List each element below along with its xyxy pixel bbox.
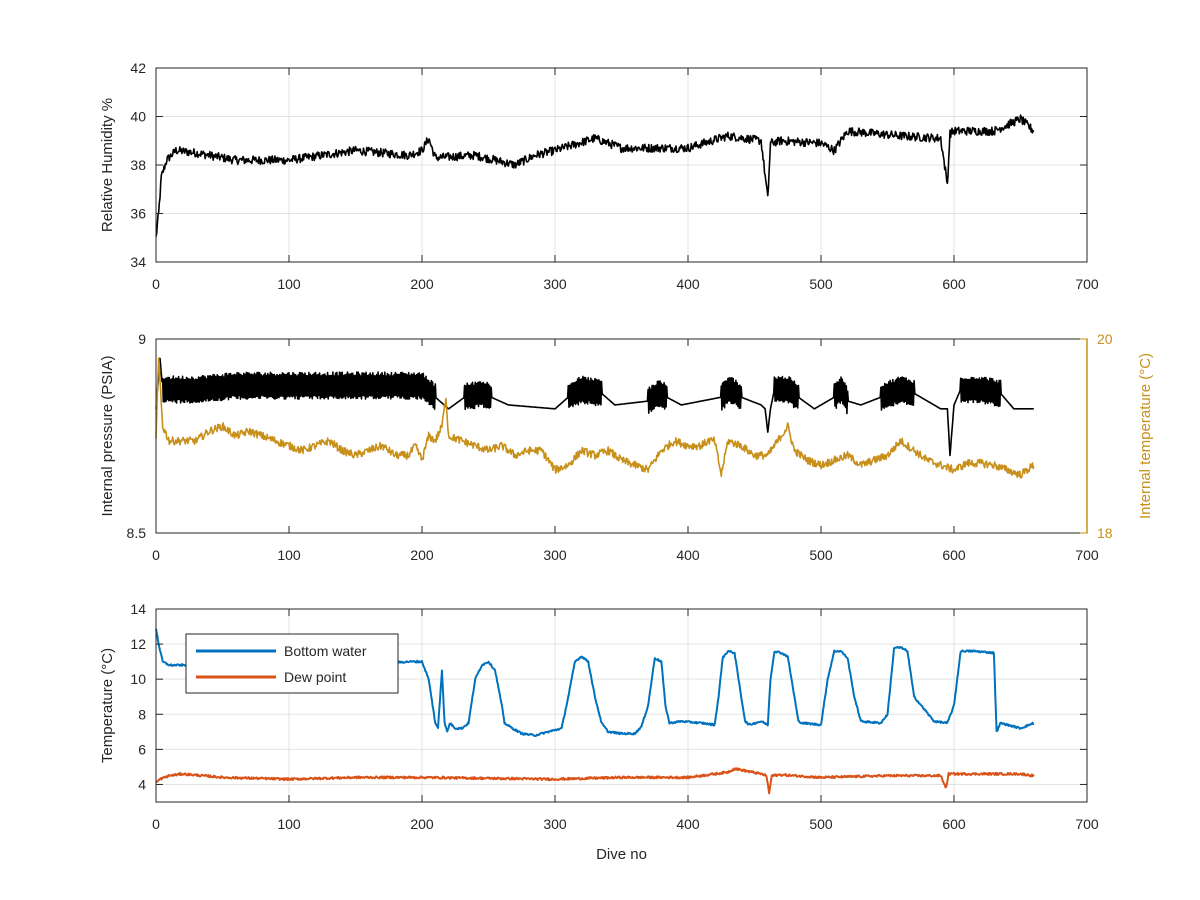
y-tick-label: 12 [130,636,146,652]
y-tick-label: 6 [138,741,146,757]
x-tick-label: 500 [809,816,833,832]
temperature-y-ticks: 4 6 8 10 12 14 [130,601,1087,792]
humidity-y-ticks: 34 36 38 40 42 [130,60,1087,270]
y-tick-label: 40 [130,109,146,125]
humidity-panel: 0 100 200 300 400 500 600 700 34 36 38 40 42 Relati… [99,60,1099,292]
series-1-0-line [155,357,1034,457]
temperature-axes-frame [155,608,1088,803]
x-tick-label: 500 [809,276,833,292]
temperature-x-ticks: 0 100 200 300 400 500 600 700 [152,609,1099,832]
y-tick-label: 36 [130,206,146,222]
right-y-tick-label: 20 [1097,331,1113,347]
legend-label-bottom-water: Bottom water [284,643,367,659]
x-tick-label: 400 [676,816,700,832]
y-tick-label: 9 [138,331,146,347]
y-tick-label: 8.5 [127,525,147,541]
x-tick-label: 100 [277,816,301,832]
x-tick-label: 500 [809,547,833,563]
y-tick-label: 4 [138,776,146,792]
x-tick-label: 600 [942,547,966,563]
internal-temperature-y-label: Internal temperature (°C) [1137,353,1154,519]
pressure-series [155,357,1035,479]
x-tick-label: 100 [277,276,301,292]
y-tick-label: 14 [130,601,146,617]
x-tick-label: 300 [543,816,567,832]
x-tick-label: 700 [1075,816,1099,832]
x-tick-label: 600 [942,816,966,832]
humidity-grid [156,68,1087,262]
temperature-panel: 0 100 200 300 400 500 600 700 4 6 8 10 12 14 Tempera… [99,601,1099,863]
temperature-legend: Bottom water Dew point [185,633,399,694]
x-tick-label: 700 [1075,276,1099,292]
series-0-0-line [155,114,1035,237]
y-tick-label: 38 [130,157,146,173]
y-tick-label: 34 [130,254,146,270]
right-y-tick-label: 18 [1097,525,1113,541]
y-tick-label: 10 [130,671,146,687]
pressure-x-ticks: 0 100 200 300 400 500 600 700 [152,339,1099,563]
humidity-series [155,114,1035,237]
x-tick-label: 0 [152,816,160,832]
legend-label-dew-point: Dew point [284,669,346,685]
x-tick-label: 0 [152,547,160,563]
humidity-y-label: Relative Humidity % [99,98,116,232]
x-tick-label: 700 [1075,547,1099,563]
pressure-y-label: Internal pressure (PSIA) [99,356,116,517]
x-tick-label: 600 [942,276,966,292]
x-tick-label: 400 [676,276,700,292]
x-tick-label: 200 [410,276,434,292]
humidity-x-ticks: 0 100 200 300 400 500 600 700 [152,68,1099,292]
legend-box [185,633,399,694]
y-tick-label: 8 [138,706,146,722]
x-tick-label: 100 [277,547,301,563]
dive-no-x-label: Dive no [596,846,647,863]
x-tick-label: 400 [676,547,700,563]
y-tick-label: 42 [130,60,146,76]
x-tick-label: 300 [543,547,567,563]
pressure-y-ticks: 8.59 [127,331,163,541]
dew-point-line [155,767,1035,795]
series-1-1-line [155,357,1035,479]
x-tick-label: 0 [152,276,160,292]
x-tick-label: 200 [410,547,434,563]
x-tick-label: 200 [410,816,434,832]
x-tick-label: 300 [543,276,567,292]
temperature-y-label: Temperature (°C) [99,648,116,763]
